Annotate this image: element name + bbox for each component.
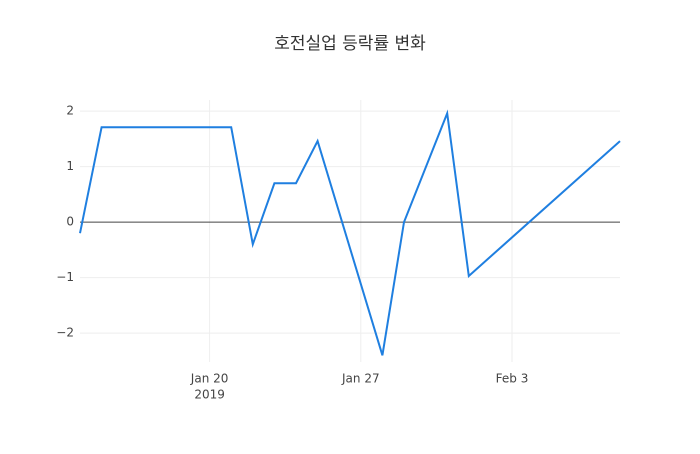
x-tick-year: 2019 — [194, 388, 225, 402]
y-tick-label: −2 — [56, 326, 74, 340]
y-tick-label: −1 — [56, 270, 74, 284]
line — [79, 109, 621, 356]
y-tick-label: 2 — [66, 104, 74, 118]
y-tick-label: 0 — [66, 215, 74, 229]
chart-title: 호전실업 등락률 변화 — [274, 34, 426, 54]
x-tick-label: Jan 27 — [341, 372, 380, 386]
x-tick-label: Feb 3 — [496, 372, 529, 386]
y-tick-label: 1 — [66, 159, 74, 173]
x-tick-label: Jan 20 — [190, 372, 229, 386]
